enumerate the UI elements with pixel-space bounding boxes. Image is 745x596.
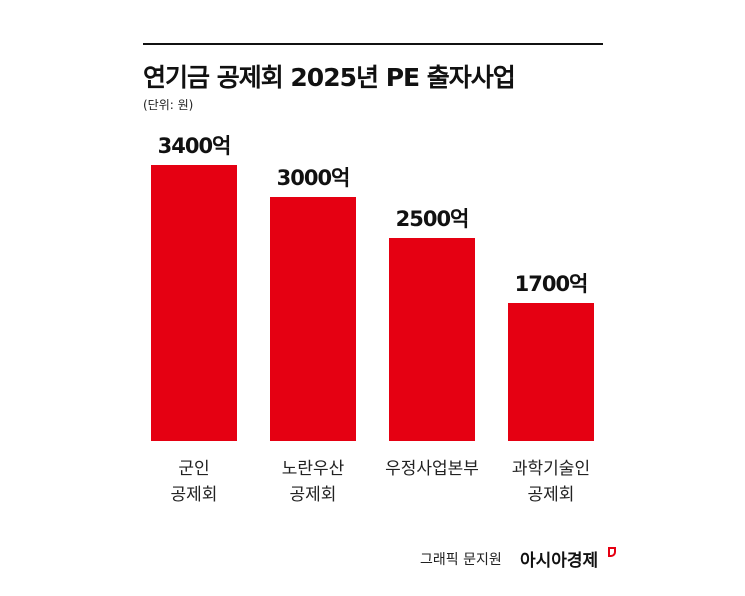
value-label: 2500억 bbox=[395, 207, 470, 232]
x-tick-label: 노란우산 공제회 bbox=[281, 459, 345, 505]
chart-title: 연기금 공제회 2025년 PE 출자사업 bbox=[143, 63, 516, 92]
bar bbox=[151, 165, 237, 441]
chart-subtitle: (단위: 원) bbox=[143, 98, 194, 112]
value-label: 3400억 bbox=[157, 134, 232, 158]
bar bbox=[508, 303, 594, 441]
x-tick-label: 군인 공제회 bbox=[170, 459, 218, 505]
title-rule bbox=[143, 43, 603, 45]
x-tick-label: 우정사업본부 bbox=[385, 459, 479, 479]
value-label: 1700억 bbox=[514, 272, 589, 296]
brand-logo bbox=[608, 547, 616, 557]
value-label: 3000억 bbox=[276, 166, 351, 191]
bar bbox=[389, 238, 475, 441]
brand: 아시아경제 bbox=[520, 551, 599, 571]
credit: 그래픽 문지원 bbox=[420, 552, 502, 568]
x-tick-label: 과학기술인 공제회 bbox=[511, 459, 591, 505]
bar bbox=[270, 197, 356, 441]
